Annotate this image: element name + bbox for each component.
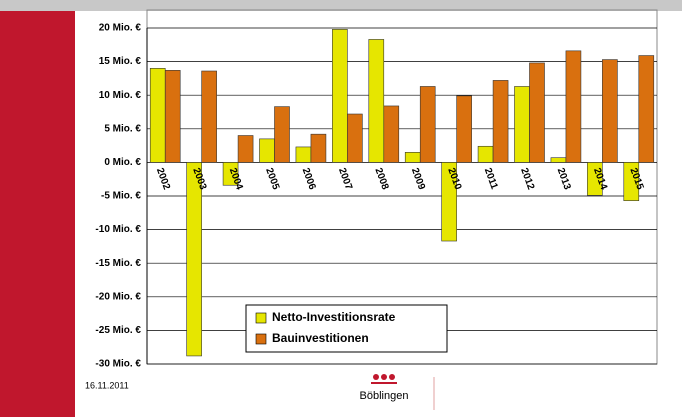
logo-dot (381, 374, 387, 380)
bar (383, 105, 400, 163)
bar (492, 80, 509, 163)
bar (347, 113, 363, 163)
bar (164, 70, 181, 163)
logo-bar (371, 382, 397, 384)
legend-box (245, 304, 448, 353)
y-tick-label: 0 Mio. € (104, 157, 141, 168)
bar (201, 70, 217, 163)
bar (222, 162, 239, 186)
legend-swatch (255, 333, 267, 345)
y-tick-label: -30 Mio. € (95, 359, 141, 370)
bar (514, 86, 530, 163)
legend-swatch (255, 312, 267, 324)
logo-dot (373, 374, 379, 380)
y-tick-label: -15 Mio. € (95, 258, 141, 269)
logo-dot (389, 374, 395, 380)
bar (186, 162, 202, 357)
bar (149, 68, 166, 163)
y-tick-label: -10 Mio. € (95, 224, 141, 235)
bar (368, 39, 385, 163)
bar (404, 152, 421, 163)
bar (602, 59, 618, 163)
bar (295, 146, 312, 163)
y-tick-label: 20 Mio. € (99, 23, 142, 34)
bar (565, 50, 582, 163)
side-bar (0, 11, 75, 417)
y-tick-label: 5 Mio. € (104, 123, 141, 134)
logo: Böblingen (360, 374, 435, 410)
bar (332, 29, 348, 163)
bar (419, 86, 436, 163)
y-tick-label: 10 Mio. € (99, 90, 142, 101)
bar (587, 162, 603, 196)
legend-label: Netto-Investitionsrate (272, 310, 396, 324)
bar (638, 55, 655, 163)
y-tick-label: -5 Mio. € (101, 191, 141, 202)
bar (441, 162, 457, 242)
bar (274, 106, 290, 163)
bar (237, 135, 254, 163)
legend: Netto-Investitionsrate Bauinvestitionen (245, 304, 448, 353)
top-bar (0, 0, 682, 11)
bar (623, 162, 640, 202)
footer-date: 16.11.2011 (85, 380, 129, 390)
bar (310, 133, 327, 163)
bar (550, 157, 567, 163)
logo-text: Böblingen (360, 390, 409, 402)
y-tick-label: -25 Mio. € (95, 325, 141, 336)
bar (477, 145, 494, 163)
y-tick-label: 15 Mio. € (99, 56, 142, 67)
legend-label: Bauinvestitionen (272, 331, 369, 345)
y-tick-label: -20 Mio. € (95, 291, 141, 302)
bar (259, 138, 275, 163)
bar (456, 95, 472, 163)
bar (529, 62, 545, 163)
